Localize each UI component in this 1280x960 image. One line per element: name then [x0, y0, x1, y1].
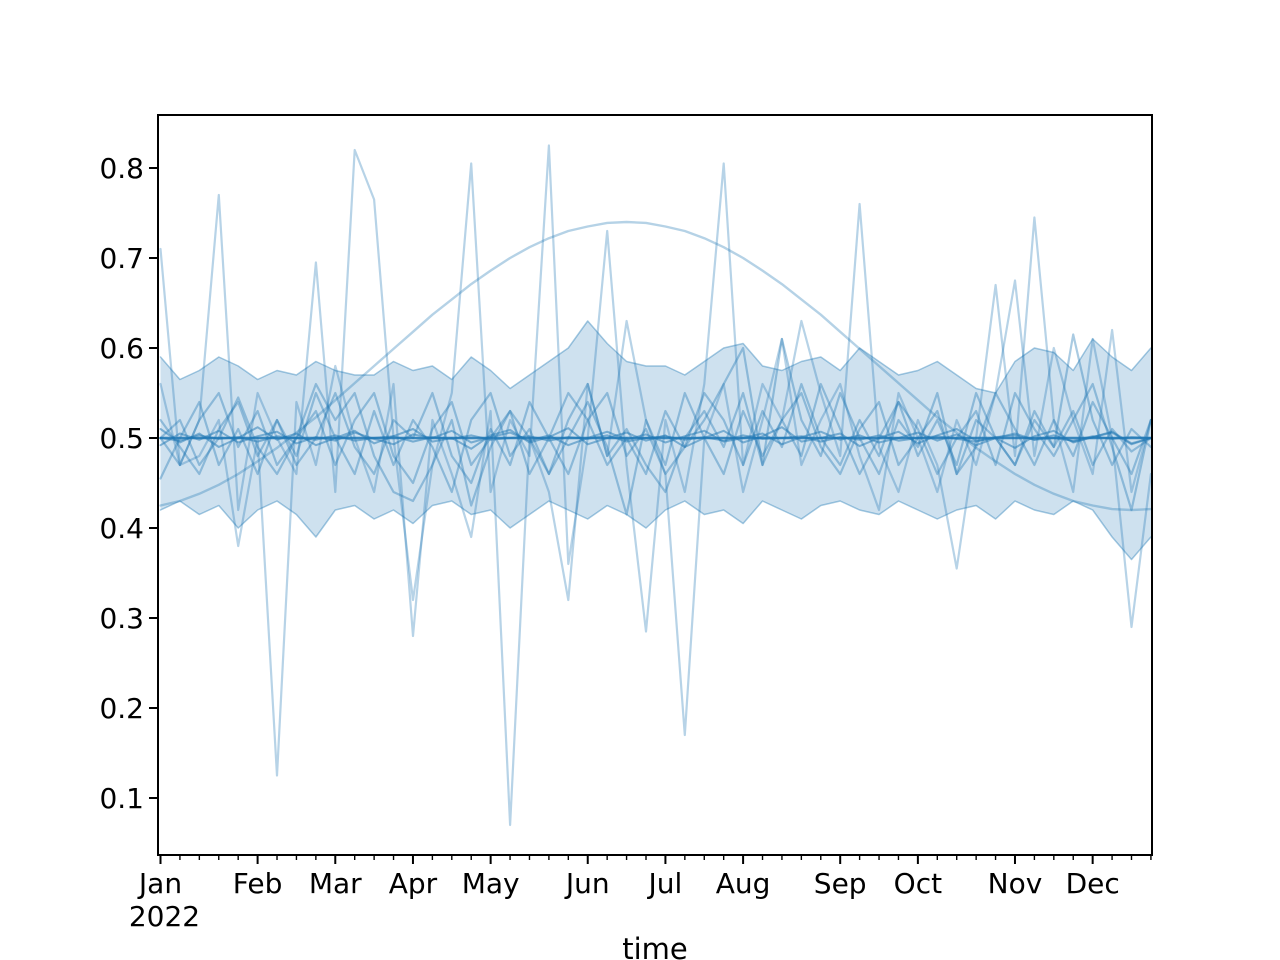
y-tick-label: 0.6: [99, 332, 144, 365]
series-sample-high-2: [159, 279, 1152, 827]
x-tick-label: Mar: [309, 867, 362, 900]
y-tick-label: 0.7: [99, 242, 144, 275]
series-sample-mid-3: [159, 382, 1152, 507]
series-sample-high-1: [159, 144, 1152, 633]
x-tick-label: Sep: [814, 867, 867, 900]
x-tick-label: Feb: [233, 867, 283, 900]
plot-area: [159, 144, 1152, 827]
x-tick-label: May: [462, 867, 520, 900]
axes-frame: [157, 114, 1153, 856]
x-tick-label: Nov: [988, 867, 1043, 900]
x-axis-label: time: [622, 932, 688, 960]
y-tick-label: 0.2: [99, 692, 144, 725]
x-tick-label: Dec: [1066, 867, 1120, 900]
y-tick-label: 0.3: [99, 602, 144, 635]
series-seasonal-smooth: [159, 220, 1152, 512]
x-tick-label: Apr: [389, 867, 438, 900]
band-lower-edge: [159, 500, 1152, 561]
x-tick-label: Aug: [716, 867, 771, 900]
y-tick-label: 0.1: [99, 782, 144, 815]
uncertainty-band: [160, 321, 1151, 560]
x-axis-year-offset-label: 2022: [129, 900, 200, 933]
y-tick-label: 0.5: [99, 422, 144, 455]
x-tick-label: Jun: [564, 867, 610, 900]
y-tick-label: 0.8: [99, 152, 144, 185]
x-tick-label: Jan: [137, 867, 182, 900]
x-tick-label: Jul: [647, 867, 683, 900]
x-tick-label: Oct: [894, 867, 942, 900]
y-tick-label: 0.4: [99, 512, 144, 545]
series-sample-mid-2: [159, 391, 1152, 516]
band-upper-edge: [159, 320, 1152, 394]
